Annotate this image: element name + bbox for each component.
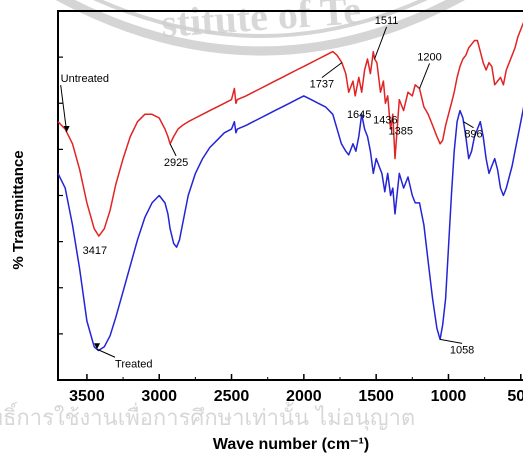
x-axis: 3500 3000 2500 2000 1500 1000 500 (69, 374, 523, 405)
x-tick-label-2500: 2500 (214, 388, 250, 405)
x-tick-label-3000: 3000 (141, 388, 177, 405)
annotation-leader (60, 84, 68, 133)
y-axis-title: % Transmittance (10, 150, 27, 269)
x-tick-label-1500: 1500 (358, 388, 394, 405)
annotation-leader (419, 63, 431, 89)
annotation-leader (321, 62, 343, 79)
annotation-arrowhead (94, 343, 101, 350)
annotation-1645: 1645 (347, 109, 371, 121)
x-axis-title: Wave number (cm⁻¹) (213, 436, 369, 453)
x-tick-label-3500: 3500 (69, 388, 105, 405)
annotation-leader (169, 143, 177, 157)
plot-frame (57, 10, 523, 381)
annotation-treated: Treated (115, 358, 153, 370)
series-line-treated (57, 95, 523, 352)
annotation-1200: 1200 (417, 51, 441, 63)
annotation-1737: 1737 (310, 79, 334, 91)
annotation-untreated: Untreated (61, 73, 109, 85)
annotation-1436: 1436 (373, 114, 397, 126)
x-tick-label-1000: 1000 (431, 388, 467, 405)
annotation-3417: 3417 (83, 245, 107, 257)
annotation-1511: 1511 (375, 15, 399, 27)
x-tick-label-2000: 2000 (286, 388, 322, 405)
annotation-1058: 1058 (450, 344, 474, 356)
y-axis (58, 56, 63, 335)
x-tick-label-500: 500 (507, 388, 523, 405)
annotation-1385: 1385 (389, 125, 413, 137)
annotation-leader (463, 121, 474, 129)
annotation-2925: 2925 (164, 157, 188, 169)
annotation-896: 896 (464, 129, 482, 141)
annotation-leader (439, 338, 463, 344)
series-layer (57, 21, 523, 352)
watermark-thai-text: ขสิทธิ์การใช้งานเพื่อการศึกษาเท่านั้น ไม… (0, 402, 415, 431)
annotation-arrowhead (63, 126, 70, 133)
series-line-untreated (57, 21, 523, 237)
watermark-arc-text: stitute of Te (160, 0, 363, 46)
annotation-leader (96, 348, 116, 358)
watermark-seal (55, 0, 465, 56)
annotation-leader (374, 26, 388, 60)
